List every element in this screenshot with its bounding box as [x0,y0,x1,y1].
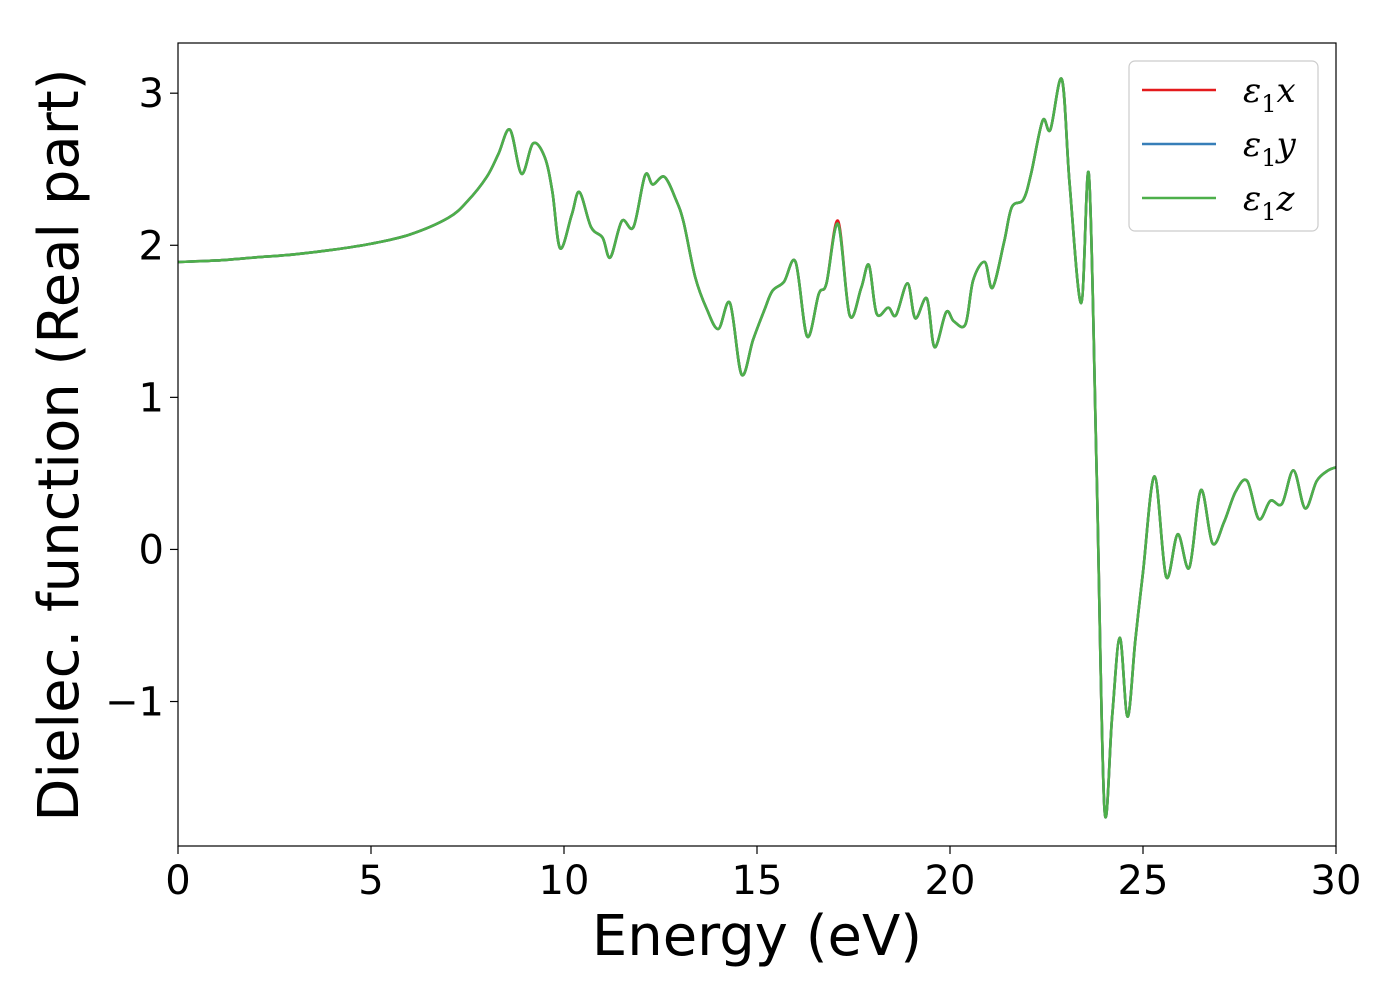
series-line-z [177,77,1337,819]
series-layer [177,77,1337,819]
x-tick-label: 20 [925,858,976,904]
x-tick-label: 0 [165,858,190,904]
y-axis: −1 0 1 2 3 [105,71,178,726]
x-tick-label: 25 [1118,858,1169,904]
legend-label: ε1y [1243,125,1297,172]
legend-label: ε1z [1243,179,1296,226]
legend-label: ε1x [1243,71,1296,118]
legend: ε1x ε1y ε1z [1128,60,1319,232]
y-tick-label: 2 [139,223,164,269]
x-axis-title: Energy (eV) [592,904,922,969]
y-tick-label: 3 [139,71,164,117]
y-tick-label: 1 [139,375,164,421]
x-tick-label: 30 [1311,858,1362,904]
y-tick-label: −1 [105,680,164,726]
x-axis: 0 5 10 15 20 25 30 [165,846,1361,904]
x-tick-label: 15 [732,858,783,904]
x-tick-label: 5 [358,858,383,904]
legend-box [1128,60,1319,232]
y-tick-label: 0 [139,527,164,573]
y-axis-title: Dielec. function (Real part) [27,68,92,821]
x-tick-label: 10 [539,858,590,904]
